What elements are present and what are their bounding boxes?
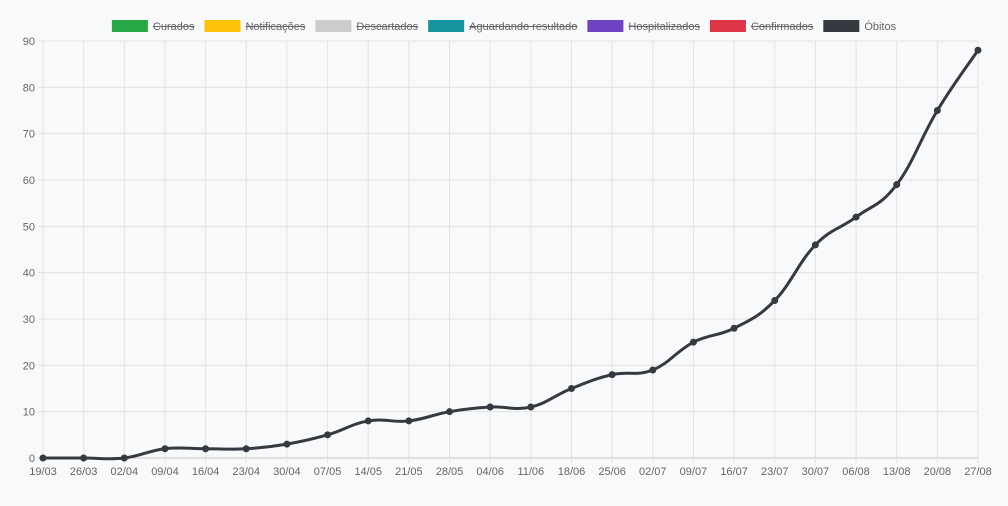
data-point[interactable] <box>446 408 454 416</box>
legend-item-descartados[interactable]: Descartados <box>315 20 419 33</box>
y-tick-label: 90 <box>23 36 35 48</box>
legend-swatch <box>315 20 352 32</box>
grid <box>38 40 979 463</box>
data-point[interactable] <box>649 366 657 374</box>
x-tick-label: 16/04 <box>192 466 220 478</box>
data-point[interactable] <box>811 241 819 249</box>
data-point[interactable] <box>364 417 372 425</box>
legend: Curados Notificações Descartados Aguardando… <box>111 20 897 33</box>
x-tick-label: 30/04 <box>273 466 301 478</box>
x-tick-label: 09/07 <box>680 466 708 478</box>
data-point[interactable] <box>852 213 860 221</box>
y-tick-label: 20 <box>23 360 35 372</box>
y-tick-label: 40 <box>23 268 35 280</box>
x-tick-label: 04/06 <box>476 466 504 478</box>
y-tick-label: 0 <box>29 453 35 465</box>
data-point[interactable] <box>120 454 128 462</box>
legend-item-confirmados[interactable]: Confirmados <box>709 20 814 33</box>
x-tick-label: 27/08 <box>964 466 992 478</box>
x-tick-label: 16/07 <box>720 466 748 478</box>
x-tick-label: 13/08 <box>883 466 911 478</box>
y-tick-label: 10 <box>23 407 35 419</box>
x-tick-label: 02/04 <box>111 466 139 478</box>
legend-item-óbitos[interactable]: Óbitos <box>823 20 897 33</box>
x-tick-label: 30/07 <box>802 466 830 478</box>
data-point[interactable] <box>39 454 47 462</box>
x-tick-label: 06/08 <box>842 466 870 478</box>
legend-swatch <box>204 20 241 32</box>
y-tick-label: 60 <box>23 175 35 187</box>
legend-swatch <box>709 20 746 32</box>
x-tick-label: 23/04 <box>232 466 260 478</box>
data-point[interactable] <box>893 181 901 189</box>
x-tick-label: 25/06 <box>598 466 626 478</box>
legend-item-curados[interactable]: Curados <box>111 20 195 33</box>
legend-item-notificações[interactable]: Notificações <box>204 20 306 33</box>
x-tick-label: 26/03 <box>70 466 98 478</box>
legend-swatch <box>111 20 148 32</box>
x-tick-label: 18/06 <box>558 466 586 478</box>
data-point[interactable] <box>567 385 575 392</box>
x-tick-label: 02/07 <box>639 466 667 478</box>
legend-swatch <box>428 20 465 32</box>
legend-item-hospitalizados[interactable]: Hospitalizados <box>587 20 700 33</box>
y-tick-label: 30 <box>23 314 35 326</box>
legend-swatch <box>823 20 860 32</box>
plot-area <box>39 46 982 462</box>
data-point[interactable] <box>974 46 982 54</box>
x-tick-label: 20/08 <box>924 466 952 478</box>
data-point[interactable] <box>608 371 616 379</box>
series-line-obitos <box>41 48 980 461</box>
x-tick-label: 09/04 <box>151 466 179 478</box>
x-tick-label: 21/05 <box>395 466 423 478</box>
y-tick-label: 50 <box>23 221 35 233</box>
x-tick-label: 07/05 <box>314 466 342 478</box>
data-point[interactable] <box>730 324 738 332</box>
x-tick-label: 28/05 <box>436 466 464 478</box>
data-point[interactable] <box>80 454 88 462</box>
data-point[interactable] <box>283 440 291 448</box>
data-point[interactable] <box>161 445 169 453</box>
data-point[interactable] <box>771 296 779 304</box>
data-point[interactable] <box>324 431 332 439</box>
x-tick-label: 23/07 <box>761 466 789 478</box>
legend-item-aguardando-resultado[interactable]: Aguardando resultado <box>428 20 578 33</box>
data-point[interactable] <box>689 338 697 346</box>
data-point[interactable] <box>242 445 250 453</box>
x-tick-label: 19/03 <box>29 466 57 478</box>
data-point[interactable] <box>527 403 535 411</box>
data-point[interactable] <box>486 403 494 411</box>
y-tick-label: 70 <box>23 129 35 141</box>
legend-swatch <box>587 20 624 32</box>
x-tick-label: 14/05 <box>354 466 382 478</box>
y-tick-label: 80 <box>23 82 35 94</box>
legend-label: Óbitos <box>864 20 896 33</box>
data-point[interactable] <box>933 107 941 114</box>
axes: 0 10 20 30 40 50 60 70 80 90 19/03 26/03 02/04 09/04 1… <box>23 36 992 478</box>
data-point[interactable] <box>405 417 413 425</box>
data-point[interactable] <box>202 445 210 453</box>
x-tick-label: 11/06 <box>517 466 544 478</box>
